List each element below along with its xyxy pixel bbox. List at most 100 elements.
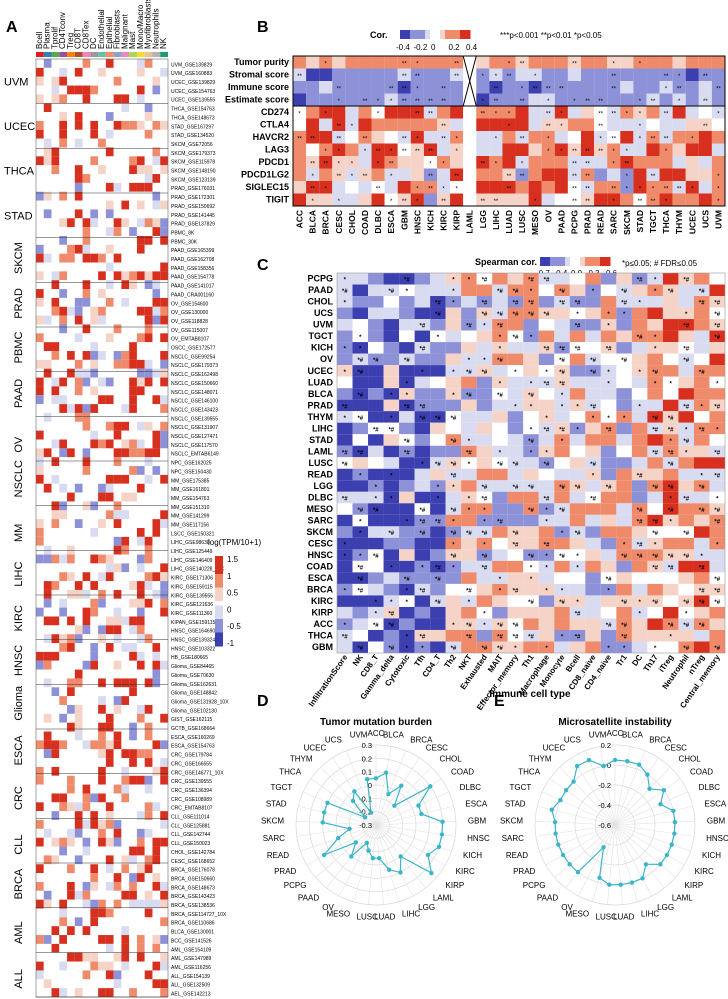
panel-a-cell: [152, 528, 161, 537]
panel-a-cell: [136, 430, 145, 440]
panel-a-group-label: UCEC: [4, 121, 35, 133]
panelE-category-label: SARC: [502, 834, 524, 843]
panel-a-cell: [98, 935, 106, 944]
panel-a-cell: [152, 943, 161, 953]
panel-a-cell: [82, 165, 91, 175]
panel-a-cell: [105, 333, 114, 343]
panel-b-cell-mark: *: [547, 149, 550, 155]
panel-a-cell: [152, 935, 161, 944]
panel-a-cell: [121, 448, 130, 458]
panel-c-cell: [616, 480, 632, 492]
panel-a-cell: [74, 112, 83, 121]
panel-c-cell: [631, 353, 648, 366]
panel-b-cell: [345, 106, 359, 119]
panel-a-cell: [51, 297, 60, 307]
panel-b-cell: [659, 106, 673, 119]
panel-c-cell: [647, 284, 663, 297]
panel-a-cell: [82, 758, 91, 767]
panelD-category-label: UVM: [350, 731, 368, 740]
panel-c-cell: [492, 491, 508, 504]
panel-a-cell: [67, 85, 75, 95]
panel-c-cell: [647, 296, 663, 308]
panel-b-cell: [476, 168, 490, 181]
panel-c-cell: [383, 353, 400, 366]
panel-c-cell-mark: *#: [420, 531, 426, 537]
panel-a-cell: [43, 297, 52, 307]
panel-b-cell: [371, 68, 385, 81]
panel-a-cell: [160, 209, 168, 219]
panel-c-cell: [461, 411, 477, 423]
panel-a-cell: [90, 182, 99, 192]
panel-b-cell: [502, 131, 516, 144]
panelD-spoke: [320, 766, 377, 826]
panel-c-cell: [414, 422, 431, 435]
panelD-category-label: LIHC: [402, 909, 420, 918]
panel-c-cell-mark: *: [514, 370, 517, 376]
panel-a-cell: [59, 333, 68, 343]
panel-c-cell: [538, 284, 555, 297]
panel-c-cell: [523, 503, 539, 515]
panel-a-cell: [160, 678, 168, 688]
panel-b-cell: [345, 156, 359, 169]
panel-a-colorbar-swatch: [215, 610, 223, 615]
panel-c-cell-mark: *#: [637, 519, 643, 525]
panel-c-cell-mark: *: [545, 416, 548, 422]
panelE-spoke: [549, 778, 616, 826]
panel-a-cell: [74, 262, 83, 272]
panel-a-cell: [121, 218, 130, 228]
panel-a-cell: [129, 138, 137, 148]
panel-c-cell: [600, 537, 617, 550]
panel-b-cell: [450, 81, 464, 94]
panel-c-cell-mark: *#: [342, 450, 348, 456]
panel-a-cell: [82, 94, 91, 104]
panel-a-cell: [98, 306, 106, 316]
panel-b-cell-mark: **: [336, 174, 341, 180]
panel-b-cell-mark: **: [402, 136, 407, 142]
panel-b-cell: [554, 131, 568, 144]
panel-c-cell: [337, 342, 353, 354]
panel-a-cell: [67, 306, 75, 316]
panel-c-cell: [414, 399, 431, 412]
panel-c-cell-mark: *#: [451, 439, 457, 445]
panel-c-cell: [662, 376, 679, 389]
panel-b-cell: [515, 68, 529, 81]
panel-c-cell: [399, 376, 415, 389]
panel-c-legend-swatch: [560, 257, 566, 266]
panel-a-cell: [43, 165, 52, 175]
panel-b-cell-mark: *: [613, 161, 616, 167]
panel-c-cell: [430, 376, 446, 389]
panel-a-cell: [105, 846, 114, 856]
panel-b-cell: [528, 168, 542, 181]
panel-c-cell: [678, 572, 694, 584]
panel-c-cell: [445, 641, 462, 653]
panel-a-cell: [129, 837, 137, 847]
panel-c-cell-mark: *: [406, 600, 409, 606]
panel-a-cell: [129, 448, 137, 458]
panel-c-cell-mark: *#: [683, 358, 689, 364]
panel-c-cell: [476, 284, 493, 297]
panel-a-colorbar-swatch: [215, 614, 223, 620]
panel-b-cell: [672, 56, 686, 69]
panel-c-cell: [554, 330, 570, 343]
panel-label-c: C: [257, 257, 269, 274]
panel-b-legend-swatch: [440, 30, 446, 39]
panel-a-cell: [152, 651, 161, 661]
panel-a-cell: [67, 103, 75, 113]
panel-a-cell: [51, 988, 60, 997]
panel-a-cell: [51, 218, 60, 228]
panel-b-cell-mark: **: [520, 99, 525, 105]
panelE-spoke: [542, 791, 616, 826]
panel-c-cell: [430, 491, 446, 504]
panel-a-dataset-label: OSCC_GSE172577: [171, 346, 216, 352]
panel-c-cell: [523, 618, 539, 630]
panel-c-cell: [631, 595, 648, 607]
panel-a-cell: [74, 908, 83, 918]
panel-c-cell-mark: *: [654, 289, 657, 295]
panelE-spoke: [539, 824, 616, 852]
panel-c-cell: [461, 526, 477, 538]
panel-a-cell: [90, 961, 99, 971]
panelE-data-point: [607, 882, 612, 887]
panel-c-cell: [383, 595, 400, 607]
panel-a-cell: [129, 846, 137, 856]
panelE-data-point: [553, 831, 558, 836]
